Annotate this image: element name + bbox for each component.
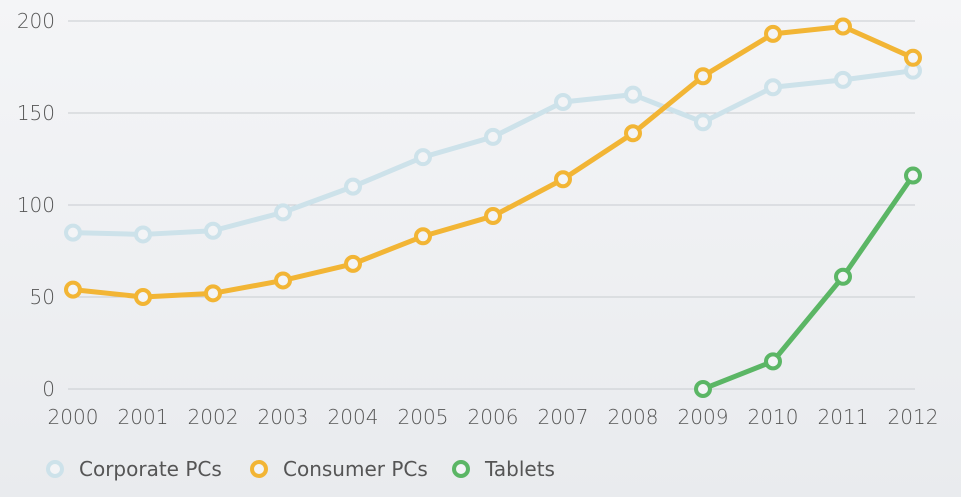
data-point [274, 203, 292, 222]
data-point [344, 177, 362, 196]
x-tick-label: 2010 [748, 405, 799, 429]
data-point [414, 148, 432, 167]
series-line [72, 24, 915, 300]
data-point [694, 380, 712, 398]
data-point [204, 221, 222, 240]
data-point [134, 225, 152, 244]
data-point [484, 127, 502, 146]
x-tick-label: 2008 [608, 405, 659, 429]
x-tick-label: 2003 [258, 405, 309, 429]
series-line [702, 174, 916, 392]
legend-label: Tablets [484, 457, 555, 481]
data-point [904, 166, 922, 185]
data-point [274, 271, 292, 290]
x-tick-label: 2001 [118, 405, 169, 429]
x-tick-label: 2006 [468, 405, 519, 429]
x-axis-ticks: 2000 2001 2002 2003 2004 2005 2006 2007 2008 2009… [48, 405, 939, 429]
x-tick-label: 2002 [188, 405, 239, 429]
data-point [64, 280, 82, 299]
x-tick-label: 2000 [48, 405, 99, 429]
legend-label: Corporate PCs [79, 457, 222, 481]
y-tick-label: 200 [17, 9, 55, 33]
y-tick-label: 150 [17, 101, 55, 125]
data-point [484, 207, 502, 226]
data-point [764, 352, 782, 371]
data-point [694, 67, 712, 86]
data-point [204, 284, 222, 303]
series-consumer-pcs [64, 17, 922, 306]
x-tick-label: 2011 [818, 405, 869, 429]
series-corporate-pcs [64, 61, 922, 244]
y-tick-label: 50 [30, 285, 55, 309]
data-point [344, 254, 362, 273]
y-axis-ticks: 0 50 100 150 200 [17, 9, 55, 401]
data-point [834, 70, 852, 89]
data-point [764, 78, 782, 97]
legend-marker-icon [250, 460, 268, 478]
data-point [414, 227, 432, 246]
y-tick-label: 0 [42, 377, 55, 401]
data-point [134, 288, 152, 306]
legend: Corporate PCs Consumer PCs Tablets [46, 457, 555, 481]
grid-lines [68, 20, 915, 390]
data-point [834, 17, 852, 36]
x-tick-label: 2004 [328, 405, 379, 429]
data-point [624, 124, 642, 143]
legend-item: Corporate PCs [46, 457, 222, 481]
data-point [834, 267, 852, 286]
legend-item: Consumer PCs [250, 457, 428, 481]
legend-label: Consumer PCs [283, 457, 428, 481]
y-tick-label: 100 [17, 193, 55, 217]
data-point [764, 24, 782, 43]
x-tick-label: 2007 [538, 405, 589, 429]
series-group [64, 17, 922, 398]
x-tick-label: 2009 [678, 405, 729, 429]
series-tablets [694, 166, 922, 398]
legend-marker-icon [452, 460, 470, 478]
legend-marker-icon [46, 460, 64, 478]
data-point [904, 48, 922, 67]
data-point [554, 92, 572, 111]
x-tick-label: 2005 [398, 405, 449, 429]
x-tick-label: 2012 [888, 405, 939, 429]
data-point [694, 113, 712, 132]
legend-item: Tablets [452, 457, 555, 481]
data-point [554, 170, 572, 189]
data-point [64, 223, 82, 242]
data-point [624, 85, 642, 104]
